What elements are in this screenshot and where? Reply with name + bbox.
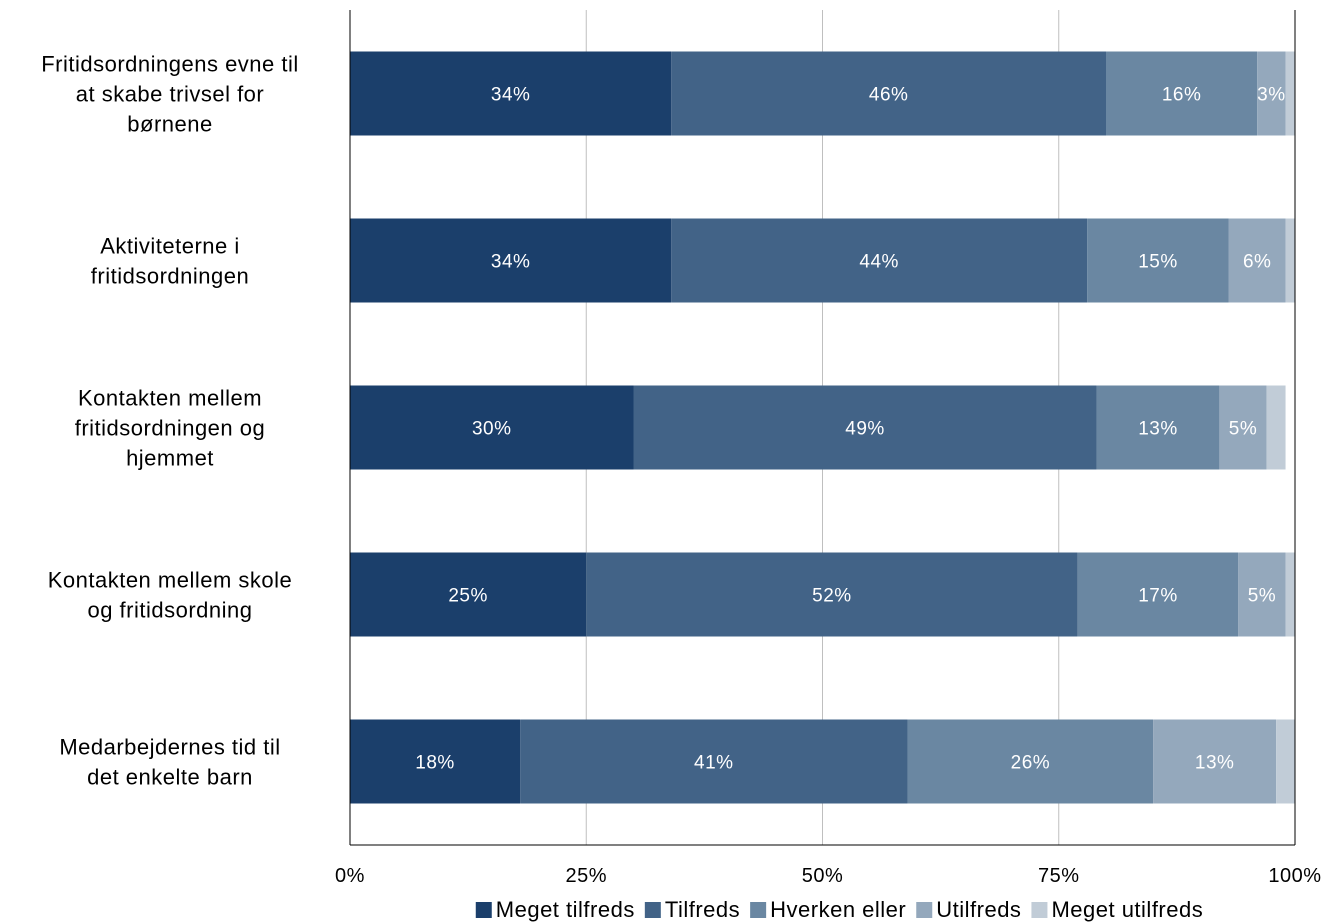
data-label: 49% bbox=[845, 419, 885, 440]
category-label: Fritidsordningens evne til bbox=[41, 52, 299, 77]
data-label: 34% bbox=[491, 85, 531, 106]
data-label: 17% bbox=[1138, 586, 1178, 607]
bar-segment bbox=[1106, 51, 1258, 136]
category-label: Kontakten mellem skole bbox=[48, 568, 293, 593]
bar-segment bbox=[350, 385, 634, 470]
legend-swatch bbox=[1031, 902, 1048, 918]
data-label: 5% bbox=[1229, 419, 1257, 440]
category-labels: Fritidsordningens evne til at skabe trivs… bbox=[41, 52, 299, 790]
legend-label: Tilfreds bbox=[665, 897, 740, 922]
data-label: 3% bbox=[1257, 85, 1285, 106]
x-axis-tick-labels: 0% 25% 50% 75% 100% bbox=[335, 865, 1321, 887]
legend-swatch bbox=[644, 902, 661, 918]
category-label: børnene bbox=[127, 112, 212, 137]
category-label: Aktiviteterne i bbox=[100, 234, 240, 259]
legend-item: Meget utilfreds bbox=[1031, 897, 1203, 922]
bar-segment bbox=[1219, 385, 1267, 470]
bar-segment bbox=[1285, 218, 1295, 303]
data-label: 34% bbox=[491, 252, 531, 273]
legend-label: Utilfreds bbox=[936, 897, 1021, 922]
legend-item: Meget tilfreds bbox=[475, 897, 635, 922]
data-label: 13% bbox=[1195, 753, 1235, 774]
legend-swatch bbox=[750, 902, 767, 918]
category-label: fritidsordningen og bbox=[75, 416, 266, 441]
data-label: 52% bbox=[812, 586, 852, 607]
legend-item: Hverken eller bbox=[750, 897, 906, 922]
bar-segment bbox=[1153, 719, 1277, 804]
x-tick-label: 0% bbox=[335, 865, 365, 887]
data-label: 44% bbox=[859, 252, 899, 273]
data-label: 41% bbox=[694, 753, 734, 774]
category-label: fritidsordningen bbox=[91, 264, 249, 289]
data-label: 13% bbox=[1138, 419, 1178, 440]
bar-segment bbox=[1238, 552, 1286, 637]
bar-segment bbox=[1266, 385, 1286, 470]
bar-segment bbox=[1276, 719, 1295, 804]
data-label: 26% bbox=[1011, 753, 1051, 774]
x-tick-label: 100% bbox=[1268, 865, 1321, 887]
bar-segment bbox=[671, 218, 1088, 303]
data-label: 30% bbox=[472, 419, 512, 440]
bars: 34% 46% 16% 3% 34% 44% 15% 6% 30% 49% 13% 5% 25% 52% 1… bbox=[350, 51, 1295, 804]
bar-segment bbox=[350, 51, 672, 136]
legend-label: Meget utilfreds bbox=[1051, 897, 1203, 922]
data-label: 6% bbox=[1243, 252, 1271, 273]
category-label: og fritidsordning bbox=[87, 598, 252, 623]
bar-segment bbox=[1228, 218, 1286, 303]
legend-swatch bbox=[475, 902, 492, 918]
category-label: det enkelte barn bbox=[87, 765, 253, 790]
category-label: at skabe trivsel for bbox=[76, 82, 265, 107]
legend-swatch bbox=[916, 902, 933, 918]
legend-item: Tilfreds bbox=[644, 897, 740, 922]
bar-segment bbox=[1257, 51, 1286, 136]
bar-segment bbox=[350, 719, 521, 804]
bar-segment bbox=[1285, 51, 1295, 136]
bar-segment bbox=[350, 218, 672, 303]
x-tick-label: 50% bbox=[802, 865, 844, 887]
category-label: hjemmet bbox=[126, 446, 214, 471]
x-tick-label: 25% bbox=[565, 865, 607, 887]
legend-label: Hverken eller bbox=[770, 897, 906, 922]
bar-segment bbox=[907, 719, 1154, 804]
bar-segment bbox=[350, 552, 587, 637]
bar-segment bbox=[1077, 552, 1239, 637]
bar-segment bbox=[1087, 218, 1229, 303]
category-label: Medarbejdernes tid til bbox=[59, 735, 280, 760]
legend-label: Meget tilfreds bbox=[496, 897, 635, 922]
data-label: 25% bbox=[448, 586, 488, 607]
bar-segment bbox=[520, 719, 908, 804]
bar-segment bbox=[1285, 552, 1295, 637]
data-label: 5% bbox=[1248, 586, 1276, 607]
data-label: 18% bbox=[415, 753, 455, 774]
x-tick-label: 75% bbox=[1038, 865, 1080, 887]
data-label: 15% bbox=[1138, 252, 1178, 273]
data-label: 46% bbox=[869, 85, 909, 106]
bar-segment bbox=[586, 552, 1078, 637]
legend: Meget tilfreds Tilfreds Hverken eller Utilf… bbox=[475, 897, 1203, 922]
bar-segment bbox=[1096, 385, 1220, 470]
data-label: 16% bbox=[1162, 85, 1202, 106]
legend-item: Utilfreds bbox=[916, 897, 1021, 922]
bar-segment bbox=[633, 385, 1097, 470]
plot-frame bbox=[349, 10, 1296, 846]
bar-segment bbox=[671, 51, 1106, 136]
category-label: Kontakten mellem bbox=[78, 386, 262, 411]
